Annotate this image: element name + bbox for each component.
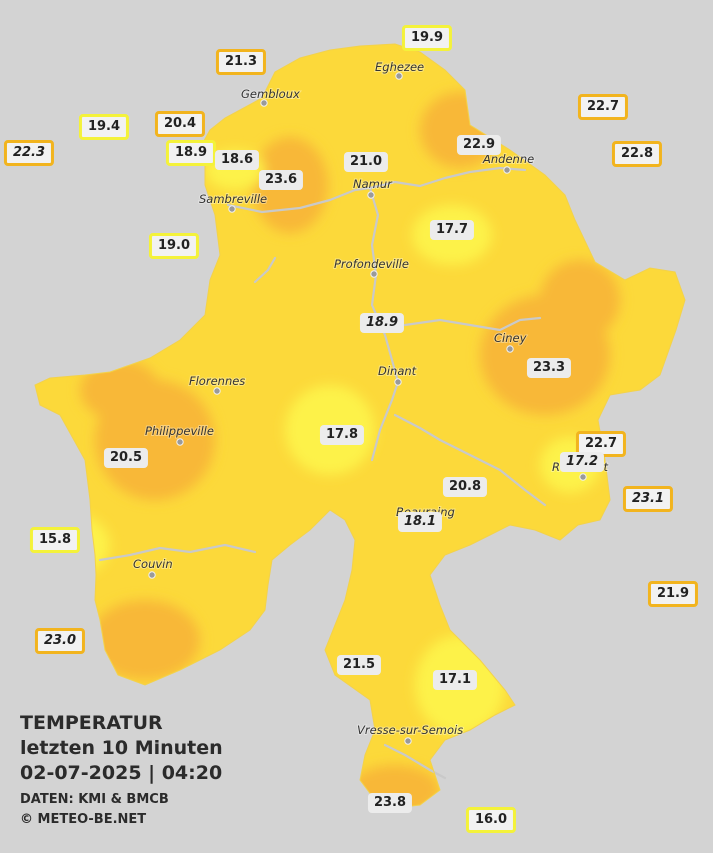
station-badge[interactable]: 16.0 <box>465 807 517 833</box>
city-label-profondeville: Profondeville <box>334 257 409 271</box>
station-badge[interactable]: 20.4 <box>154 111 206 137</box>
station-badge[interactable]: 21.5 <box>336 655 382 675</box>
warm-zone <box>540 260 620 340</box>
station-badge[interactable]: 17.2 <box>559 452 605 472</box>
warm-zone <box>80 360 160 420</box>
station-badge[interactable]: 18.9 <box>359 313 405 333</box>
city-label-couvin: Couvin <box>133 557 173 571</box>
river <box>393 413 547 507</box>
city-dot <box>395 72 403 80</box>
river <box>253 256 277 284</box>
station-badge[interactable]: 23.0 <box>34 628 86 654</box>
station-badge[interactable]: 22.7 <box>577 94 629 120</box>
city-label-ciney: Ciney <box>494 331 527 345</box>
city-label-gembloux: Gembloux <box>241 87 300 101</box>
station-badge[interactable]: 17.7 <box>429 220 475 240</box>
city-dot <box>579 473 587 481</box>
river <box>226 166 527 214</box>
city-dot <box>506 345 514 353</box>
city-label-dinant: Dinant <box>378 364 417 378</box>
city-dot <box>404 737 412 745</box>
city-label-vresse-sur-semois: Vresse-sur-Semois <box>357 723 463 737</box>
river <box>368 186 400 462</box>
station-badge[interactable]: 23.1 <box>622 486 674 512</box>
legend-datetime: 02-07-2025 | 04:20 <box>20 762 223 784</box>
station-badge[interactable]: 18.9 <box>165 140 217 166</box>
city-dot <box>176 438 184 446</box>
legend-title: TEMPERATUR <box>20 712 163 734</box>
city-dot <box>260 99 268 107</box>
station-badge[interactable]: 17.8 <box>319 425 365 445</box>
city-label-philippeville: Philippeville <box>145 424 214 438</box>
station-badge[interactable]: 15.8 <box>29 527 81 553</box>
city-label-namur: Namur <box>353 177 393 191</box>
station-badge[interactable]: 21.0 <box>343 152 389 172</box>
city-dot <box>503 166 511 174</box>
warm-zone <box>90 600 200 680</box>
station-badge[interactable]: 23.8 <box>367 793 413 813</box>
city-label-andenne: Andenne <box>482 152 534 166</box>
station-badge[interactable]: 19.4 <box>78 114 130 140</box>
station-badge[interactable]: 19.0 <box>148 233 200 259</box>
station-badge[interactable]: 21.9 <box>647 581 699 607</box>
legend-source: DATEN: KMI & BMCB <box>20 792 169 807</box>
city-label-florennes: Florennes <box>189 374 245 388</box>
city-dot <box>367 191 375 199</box>
station-badge[interactable]: 22.3 <box>3 140 55 166</box>
station-badge[interactable]: 18.6 <box>214 150 260 170</box>
station-badge[interactable]: 21.3 <box>215 49 267 75</box>
city-dot <box>370 270 378 278</box>
station-badge[interactable]: 23.6 <box>258 170 304 190</box>
station-badge[interactable]: 22.9 <box>456 135 502 155</box>
city-label-eghezee: Eghezee <box>375 60 424 74</box>
station-badge[interactable]: 20.5 <box>103 448 149 468</box>
city-label-sambreville: Sambreville <box>199 192 267 206</box>
city-dot <box>148 571 156 579</box>
river <box>403 316 542 332</box>
city-dot <box>394 378 402 386</box>
legend-subtitle: letzten 10 Minuten <box>20 737 223 759</box>
city-dot <box>228 205 236 213</box>
station-badge[interactable]: 20.8 <box>442 477 488 497</box>
station-badge[interactable]: 23.3 <box>526 358 572 378</box>
station-badge[interactable]: 19.9 <box>401 25 453 51</box>
legend-copyright: © METEO-BE.NET <box>20 812 147 827</box>
station-badge[interactable]: 18.1 <box>397 512 443 532</box>
station-badge[interactable]: 22.8 <box>611 141 663 167</box>
station-badge[interactable]: 17.1 <box>432 670 478 690</box>
city-dot <box>213 387 221 395</box>
river <box>98 543 257 562</box>
river <box>383 743 447 780</box>
